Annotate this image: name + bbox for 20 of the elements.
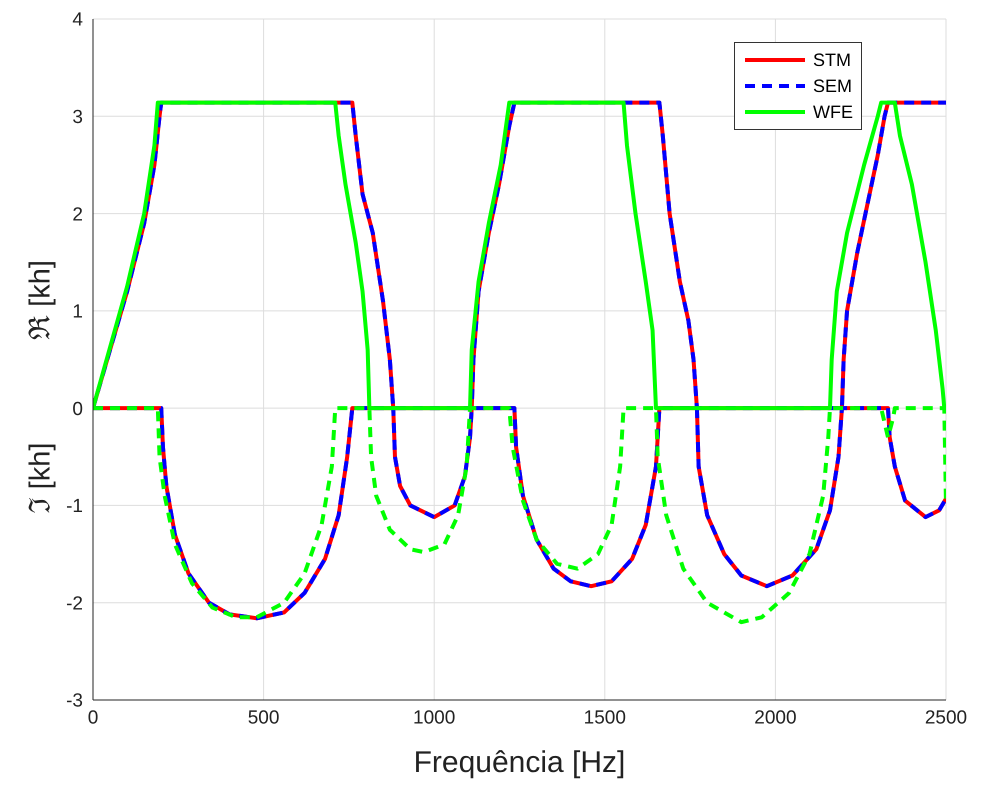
- x-tick-label: 2500: [924, 707, 968, 728]
- legend-label: WFE: [813, 102, 853, 122]
- x-tick-label: 1500: [584, 707, 626, 728]
- legend-label: SEM: [813, 76, 852, 96]
- y-tick-label: -1: [66, 496, 83, 518]
- y-tick-label: 2: [72, 204, 83, 226]
- x-tick-label: 500: [248, 707, 280, 728]
- x-tick-label: 2000: [754, 707, 797, 728]
- y-tick-label: 3: [72, 107, 83, 128]
- y-tick-label: 0: [72, 398, 83, 420]
- x-tick-label: 1000: [413, 707, 456, 728]
- x-axis-title: Frequência [Hz]: [414, 746, 626, 779]
- y-axis-title: ℜ [kh]: [24, 260, 58, 340]
- y-tick-label: 1: [72, 302, 83, 323]
- text: ℑ [kh]: [24, 442, 58, 514]
- y-tick-label: -3: [66, 690, 83, 712]
- legend-label: STM: [813, 50, 851, 70]
- y-tick-label: -2: [66, 593, 83, 614]
- x-tick-label: 0: [88, 707, 98, 728]
- y-tick-label: 4: [72, 10, 84, 31]
